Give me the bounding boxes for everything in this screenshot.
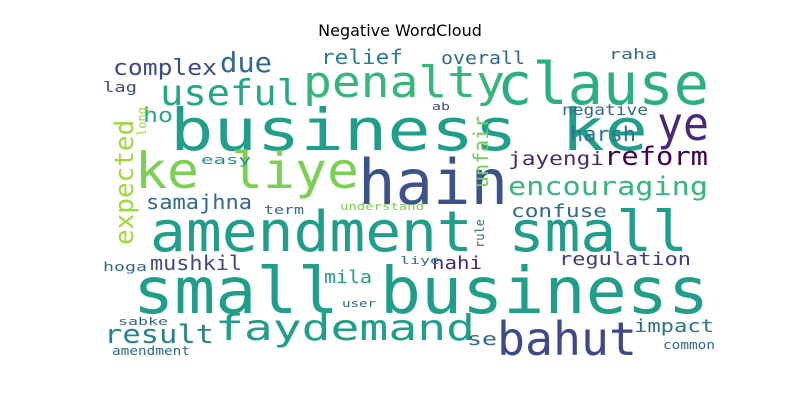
word-long: long (135, 107, 149, 136)
word-amendment-small: amendment small (150, 200, 688, 265)
word-se: se (467, 329, 497, 350)
word-ab: ab (432, 100, 450, 113)
word-regulation: regulation (559, 249, 691, 270)
word-ho: ho (143, 103, 173, 127)
word-rule: rule (473, 219, 487, 248)
word-overall: overall (441, 48, 525, 69)
word-user: user (342, 297, 376, 310)
word-faydemand: faydemand (215, 308, 475, 349)
word-result: result (104, 320, 214, 350)
word-complex: complex (113, 56, 217, 81)
word-mushkil: mushkil (150, 251, 242, 275)
word-liye: liye (400, 254, 440, 267)
word-due: due (220, 46, 272, 79)
chart-title: Negative WordCloud (318, 21, 482, 40)
word-useful: useful (160, 73, 300, 114)
word-understand: understand (340, 200, 424, 213)
word-common: common (663, 338, 715, 352)
word-term: term (264, 203, 304, 217)
word-jayengi: jayengi (508, 148, 604, 170)
word-ke-liye: ke liye (135, 142, 359, 200)
word-impact: impact (634, 316, 714, 337)
word-harsh: harsh (570, 122, 636, 146)
word-amendment: amendment (112, 344, 190, 358)
word-sabke: sabke (118, 315, 168, 328)
word-penalty: penalty (303, 57, 505, 108)
word-small-business: small business (133, 255, 709, 329)
word-hain: hain (358, 146, 508, 219)
word-bahut: bahut (497, 312, 637, 366)
word-confuse: confuse (511, 201, 607, 222)
word-relief: relief (321, 45, 403, 69)
word-hoga: hoga (103, 260, 147, 274)
word-easy: easy (201, 153, 251, 167)
word-business-ke: business ke (170, 96, 648, 164)
word-expected: expected (110, 120, 140, 245)
word-encouraging: encouraging (508, 172, 708, 202)
word-mila: mila (324, 267, 372, 288)
word-negative: negative (562, 101, 648, 119)
word-samajhna: samajhna (146, 190, 252, 214)
word-clause: clause (497, 50, 709, 118)
word-reform: reform (604, 142, 708, 172)
word-ye: ye (657, 97, 709, 151)
word-nahi: nahi (432, 253, 482, 274)
word-raha: raha (609, 47, 657, 63)
word-lag: lag (103, 80, 137, 96)
word-unfair: unfair (469, 116, 493, 188)
